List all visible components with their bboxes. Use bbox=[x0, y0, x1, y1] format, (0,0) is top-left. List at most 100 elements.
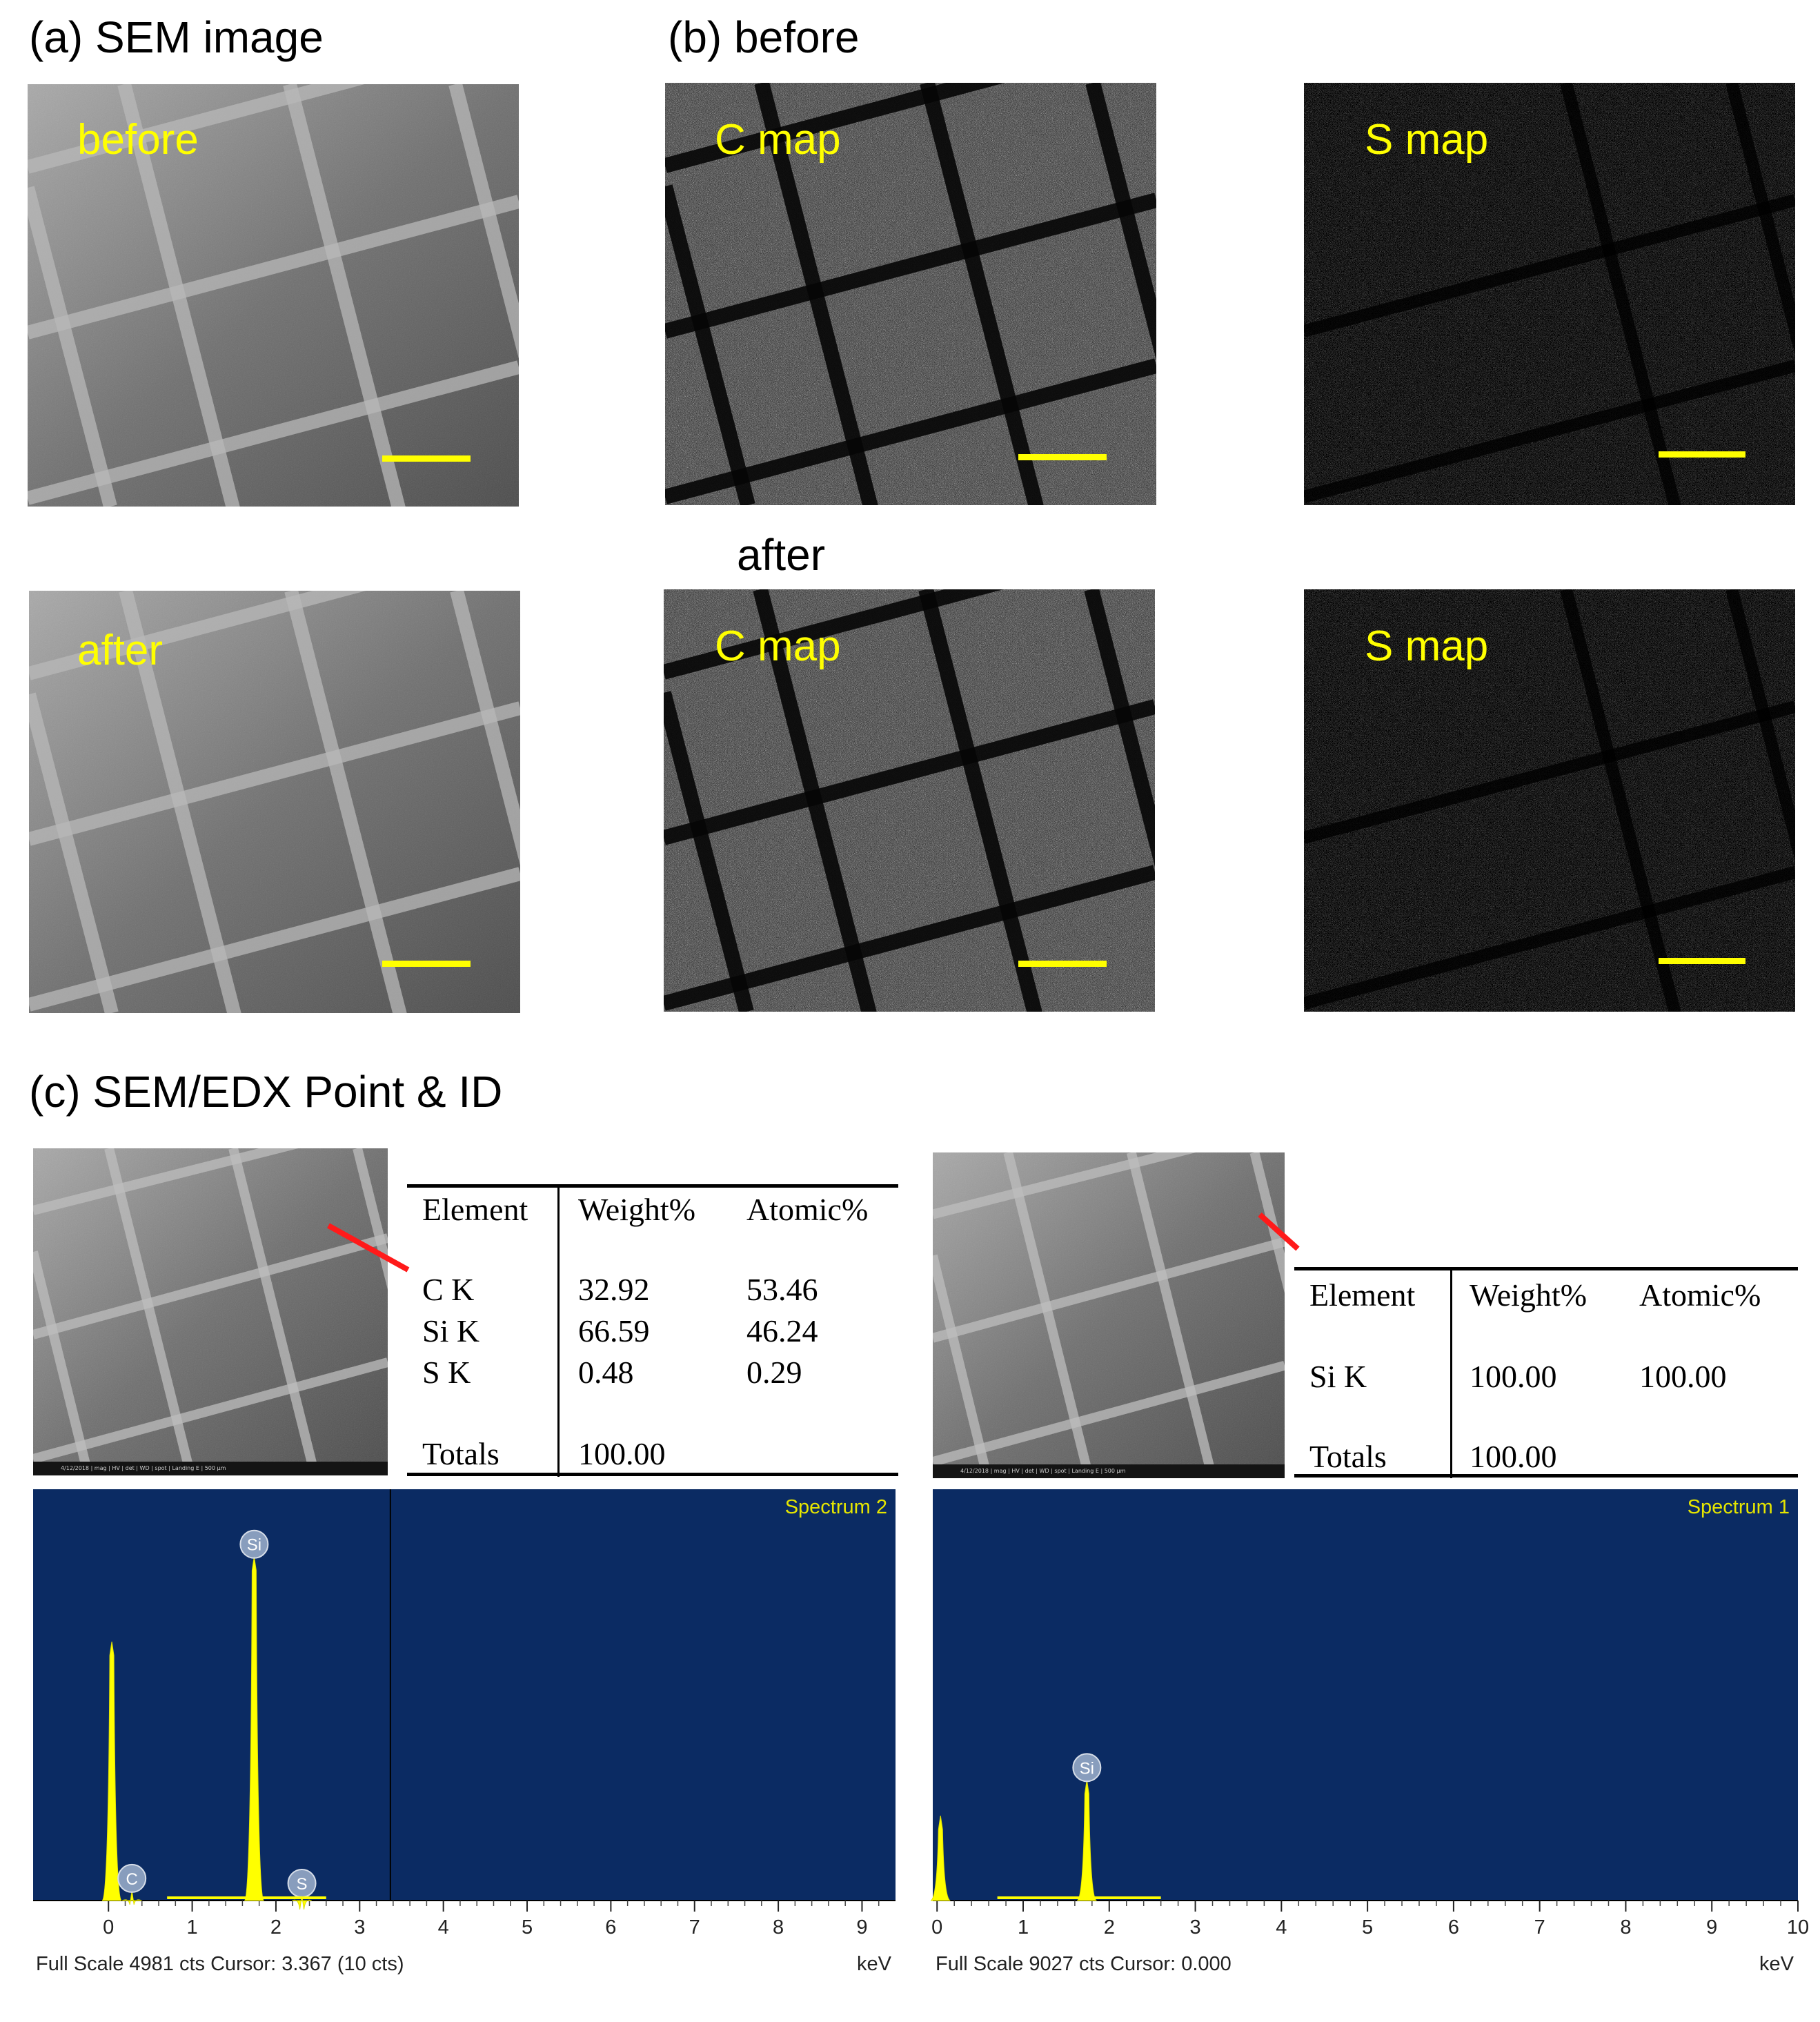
scale-bar bbox=[382, 961, 471, 967]
thumbnail-footer: 4/12/2018 | mag | HV | det | WD | spot |… bbox=[33, 1462, 388, 1475]
row-element: S K bbox=[422, 1355, 471, 1390]
x-tick-label: 3 bbox=[354, 1916, 365, 1938]
spectrum-footer: Full Scale 4981 cts Cursor: 3.367 (10 ct… bbox=[36, 1953, 404, 1975]
x-tick-label: 5 bbox=[1362, 1916, 1373, 1938]
sem-thumbnail-spectrum-2: 4/12/2018 | mag | HV | det | WD | spot |… bbox=[33, 1148, 388, 1475]
sem-image-before: before bbox=[28, 84, 519, 507]
x-tick-label: 4 bbox=[438, 1916, 449, 1938]
before-label: before bbox=[77, 116, 199, 164]
header-element: Element bbox=[422, 1192, 528, 1227]
x-tick-label: 6 bbox=[1448, 1916, 1459, 1938]
spectrum-unit: keV bbox=[857, 1953, 891, 1975]
totals-label: Totals bbox=[1309, 1439, 1387, 1474]
x-tick-label: 10 bbox=[1787, 1916, 1809, 1938]
spectrum-chart: 0 1 2 3 4 5 6 7 8 9 C Si S bbox=[33, 1489, 896, 1938]
panel-b-title: (b) before bbox=[668, 12, 860, 62]
left-composition-table: Element Weight% Atomic% C K 32.92 53.46 … bbox=[407, 1184, 898, 1477]
x-tick-label: 8 bbox=[773, 1916, 784, 1938]
peak-marker-circle bbox=[1072, 1753, 1102, 1783]
spectrum-plot-area bbox=[933, 1489, 1798, 1901]
c-map-after: C map bbox=[664, 589, 1155, 1012]
table-bottom-rule bbox=[1294, 1474, 1798, 1478]
table-top-rule bbox=[1294, 1267, 1798, 1270]
header-weight: Weight% bbox=[1470, 1277, 1587, 1313]
x-tick-label: 3 bbox=[1189, 1916, 1200, 1938]
row-weight: 66.59 bbox=[578, 1313, 650, 1348]
row-atomic: 0.29 bbox=[746, 1355, 802, 1390]
scale-bar bbox=[1018, 961, 1107, 967]
table-vertical-rule bbox=[557, 1186, 560, 1477]
spectrum-peak bbox=[122, 1890, 142, 1905]
spectrum-unit: keV bbox=[1759, 1953, 1794, 1975]
totals-value: 100.00 bbox=[578, 1436, 666, 1471]
edx-spectrum-2: Spectrum 2 0 1 2 3 4 5 6 7 8 9 C Si S Full Scale 498… bbox=[33, 1489, 896, 1979]
row-atomic: 100.00 bbox=[1639, 1359, 1727, 1394]
header-atomic: Atomic% bbox=[746, 1192, 869, 1227]
c-map-before: C map bbox=[665, 83, 1156, 505]
totals-label: Totals bbox=[422, 1436, 499, 1471]
sem-thumbnail-spectrum-1: 4/12/2018 | mag | HV | det | WD | spot |… bbox=[933, 1152, 1285, 1478]
spectrum-peak bbox=[1076, 1780, 1097, 1901]
row-element: C K bbox=[422, 1272, 475, 1307]
table-top-rule bbox=[407, 1184, 898, 1188]
x-tick-label: 0 bbox=[931, 1916, 942, 1938]
x-tick-label: 0 bbox=[103, 1916, 114, 1938]
x-tick-label: 6 bbox=[605, 1916, 616, 1938]
spectrum-peak bbox=[930, 1816, 951, 1901]
header-weight: Weight% bbox=[578, 1192, 696, 1227]
scale-bar bbox=[1659, 958, 1745, 964]
row-atomic: 53.46 bbox=[746, 1272, 818, 1307]
x-tick-label: 8 bbox=[1620, 1916, 1631, 1938]
panel-a-title: (a) SEM image bbox=[29, 12, 324, 62]
table-vertical-rule bbox=[1450, 1268, 1452, 1478]
sem-image-after: after bbox=[29, 591, 520, 1013]
right-composition-table: Element Weight% Atomic% Si K 100.00 100.… bbox=[1294, 1267, 1798, 1478]
peak-label: Si bbox=[1080, 1759, 1094, 1778]
x-tick-label: 5 bbox=[522, 1916, 533, 1938]
spectrum-chart: 0 1 2 3 4 5 6 7 8 9 10 Si bbox=[930, 1753, 1809, 1938]
row-atomic: 46.24 bbox=[746, 1313, 818, 1348]
x-tick-label: 2 bbox=[1104, 1916, 1115, 1938]
peak-marker-circle bbox=[117, 1863, 147, 1893]
s-map-label: S map bbox=[1365, 116, 1489, 164]
x-tick-label: 7 bbox=[689, 1916, 700, 1938]
x-tick-label: 9 bbox=[856, 1916, 867, 1938]
row-weight: 100.00 bbox=[1470, 1359, 1557, 1394]
spectrum-footer: Full Scale 9027 cts Cursor: 0.000 bbox=[936, 1953, 1232, 1975]
x-tick-label: 9 bbox=[1706, 1916, 1717, 1938]
row-weight: 0.48 bbox=[578, 1355, 634, 1390]
x-tick-label: 1 bbox=[187, 1916, 198, 1938]
row-weight: 32.92 bbox=[578, 1272, 650, 1307]
x-tick-label: 7 bbox=[1534, 1916, 1545, 1938]
spectrum-plot-area bbox=[33, 1489, 896, 1901]
scale-bar bbox=[382, 455, 471, 462]
scale-bar bbox=[1659, 451, 1745, 458]
s-map-before: S map bbox=[1304, 83, 1795, 505]
x-tick-label: 4 bbox=[1276, 1916, 1287, 1938]
header-atomic: Atomic% bbox=[1639, 1277, 1761, 1313]
peak-label: C bbox=[126, 1870, 138, 1889]
after-heading: after bbox=[737, 530, 826, 580]
spectrum-peak bbox=[244, 1556, 264, 1901]
peak-label: Si bbox=[247, 1536, 261, 1555]
c-map-label: C map bbox=[715, 622, 841, 670]
spectrum-peak bbox=[101, 1641, 122, 1901]
spectrum-name: Spectrum 2 bbox=[784, 1496, 887, 1518]
x-tick-label: 1 bbox=[1018, 1916, 1029, 1938]
row-element: Si K bbox=[422, 1313, 480, 1348]
peak-marker-circle bbox=[239, 1529, 269, 1559]
s-map-after: S map bbox=[1304, 589, 1795, 1012]
row-element: Si K bbox=[1309, 1359, 1367, 1394]
table-bottom-rule bbox=[407, 1473, 898, 1476]
panel-c-title: (c) SEM/EDX Point & ID bbox=[29, 1067, 503, 1117]
scale-bar bbox=[1018, 454, 1107, 460]
after-label: after bbox=[77, 627, 164, 674]
s-map-label: S map bbox=[1365, 622, 1489, 670]
peak-label: S bbox=[297, 1875, 308, 1894]
c-map-label: C map bbox=[715, 116, 841, 164]
spectrum-name: Spectrum 1 bbox=[1687, 1496, 1790, 1518]
edx-spectrum-1: Spectrum 1 0 1 2 3 4 5 6 7 8 9 10 Si Full Scale 902… bbox=[930, 1489, 1809, 1979]
totals-value: 100.00 bbox=[1470, 1439, 1557, 1474]
thumbnail-footer: 4/12/2018 | mag | HV | det | WD | spot |… bbox=[933, 1464, 1285, 1478]
header-element: Element bbox=[1309, 1277, 1416, 1313]
